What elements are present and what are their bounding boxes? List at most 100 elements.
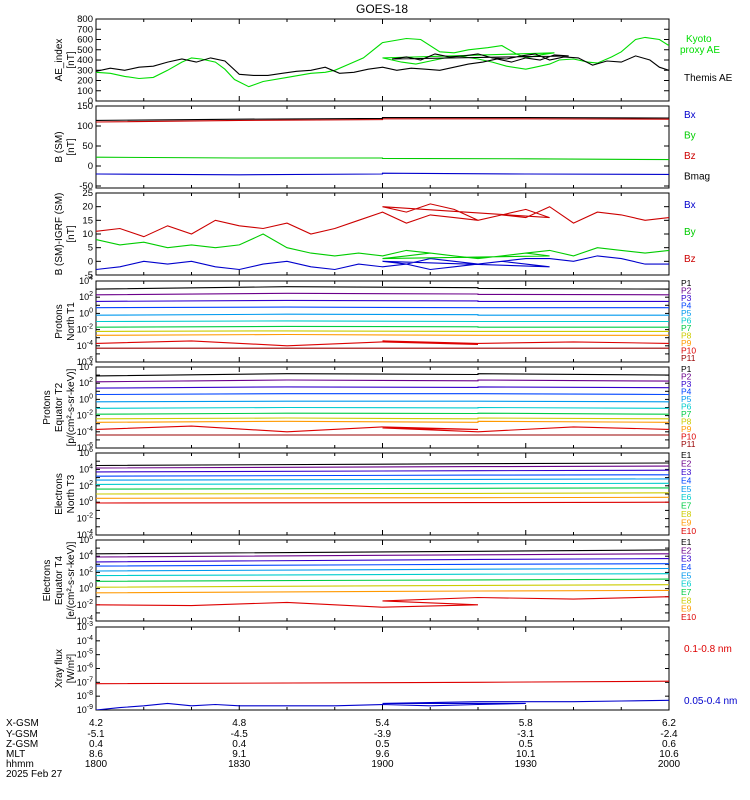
date-label: 2025 Feb 27 [6, 769, 63, 780]
y-tick-label: 10-2 [77, 599, 93, 610]
legend-entry: P1 [681, 278, 692, 288]
series-line-p10 [96, 340, 669, 347]
series-line-bx [96, 255, 669, 271]
axis-row-value: 10.6 [659, 749, 679, 760]
legend-entry: E5 [681, 570, 692, 580]
y-tick-label: 10-7 [77, 676, 93, 687]
legend-entry: E7 [681, 501, 692, 511]
series-line-e1 [96, 462, 669, 467]
axis-row-value: 9.1 [232, 749, 246, 760]
legend-entry: Bx [684, 200, 696, 211]
legend-entry: E10 [681, 612, 696, 622]
y-tick-label: 500 [77, 45, 93, 56]
y-tick-label: 102 [79, 377, 93, 388]
series-line-e9 [96, 589, 669, 594]
series-line-p5 [96, 313, 669, 316]
y-tick-label: 10-6 [77, 356, 93, 367]
axis-row-value: 0.5 [376, 739, 390, 750]
series-line-e6 [96, 573, 669, 577]
y-tick-label: 600 [77, 35, 93, 46]
legend-entry: P11 [681, 353, 696, 363]
y-axis-label: Xray flux [54, 649, 65, 688]
legend-entry: P5 [681, 308, 692, 318]
series-line-e5 [96, 567, 669, 572]
axis-row-label: Z-GSM [6, 739, 38, 750]
y-tick-label: 20 [82, 202, 93, 213]
series-line-e2 [96, 465, 669, 469]
series-line-e4 [96, 563, 669, 567]
axis-row-value: -2.4 [660, 729, 678, 740]
series-line-by [96, 156, 669, 161]
y-tick-label: 10-2 [77, 410, 93, 421]
y-tick-label: 400 [77, 55, 93, 66]
panel-bigrf: -5 0 5 10 15 20 25 B (SM)-IGRF (SM) [nT] Bx By Bz [54, 188, 696, 281]
legend-entry: proxy AE [680, 45, 720, 56]
legend-entry: P8 [681, 331, 692, 341]
series-line-p4 [96, 393, 669, 396]
y-tick-label: 150 [77, 101, 93, 112]
series-line-e4 [96, 474, 669, 477]
series-line-e10 [96, 501, 669, 504]
series-line-0-1-0-8-nm [96, 680, 669, 685]
panel-pe: 10-6 10-4 10-2 100 102 104 Protons Equator T2 [p… [42, 361, 696, 453]
legend-entry: E3 [681, 554, 692, 564]
legend-entry: P9 [681, 424, 692, 434]
legend-entry: E6 [681, 579, 692, 589]
y-axis-label: [nT] [66, 51, 77, 68]
axis-row-value: 0.4 [89, 739, 103, 750]
y-axis-label: Protons [54, 304, 65, 338]
legend-entry: P7 [681, 323, 692, 333]
legend: Bx By Bz Bmag [684, 110, 710, 183]
y-tick-label: 10-8 [77, 690, 93, 701]
series-line-p2 [96, 292, 669, 296]
y-tick-label: 25 [82, 188, 93, 199]
y-tick-label: 0 [88, 96, 93, 107]
y-axis-label: B (SM)-IGRF (SM) [54, 193, 65, 276]
series-line-e3 [96, 558, 669, 563]
legend-entry: P4 [681, 301, 692, 311]
series-lines [96, 36, 669, 88]
legend-entry: P3 [681, 293, 692, 303]
axis-row-value: -5.1 [87, 729, 105, 740]
series-lines [96, 373, 669, 436]
axis-row-value: 4.2 [89, 718, 103, 729]
legend-entry: E5 [681, 484, 692, 494]
y-axis-label: Electrons [54, 473, 65, 515]
legend-entry: E3 [681, 467, 692, 477]
y-axis-label: Protons [42, 390, 53, 424]
legend-entry: By [684, 227, 696, 238]
legend-entry: E2 [681, 458, 692, 468]
axis-row-value: 9.6 [376, 749, 390, 760]
series-line-e1 [96, 549, 669, 555]
legend: Bx By Bz [684, 200, 696, 265]
axis-row-value: 2000 [658, 759, 681, 770]
y-axis-label: Electrons [42, 560, 53, 602]
y-tick-label: 104 [79, 275, 93, 286]
y-axis-label: Equator T4 [54, 555, 65, 605]
y-tick-label: 50 [82, 141, 93, 152]
panel-xray: 10-9 10-8 10-7 10-6 10-5 10-4 10-3 Xray flux [W/… [54, 621, 737, 715]
y-tick-label: 106 [79, 534, 93, 545]
series-line-e7 [96, 487, 669, 490]
series-line-bz [96, 203, 669, 238]
series-line-bmag [96, 117, 669, 121]
axis-row-value: 10.1 [516, 749, 536, 760]
series-line-e5 [96, 478, 669, 481]
y-tick-label: 10-2 [77, 324, 93, 335]
legend: 0.1-0.8 nm 0.05-0.4 nm [684, 644, 737, 707]
legend-entry: 0.1-0.8 nm [684, 644, 732, 655]
legend-entry: E9 [681, 604, 692, 614]
bottom-axis-table: X-GSM 4.2 4.8 5.4 5.8 6.2 Y-GSM -5.1 -4.5 -3.9 -3.… [6, 718, 681, 780]
series-line-p9 [96, 333, 669, 336]
legend-entry: P8 [681, 417, 692, 427]
series-line-themis-ae [96, 53, 669, 76]
legend-entry: By [684, 131, 696, 142]
legend-entry: P4 [681, 387, 692, 397]
series-lines [96, 462, 669, 504]
